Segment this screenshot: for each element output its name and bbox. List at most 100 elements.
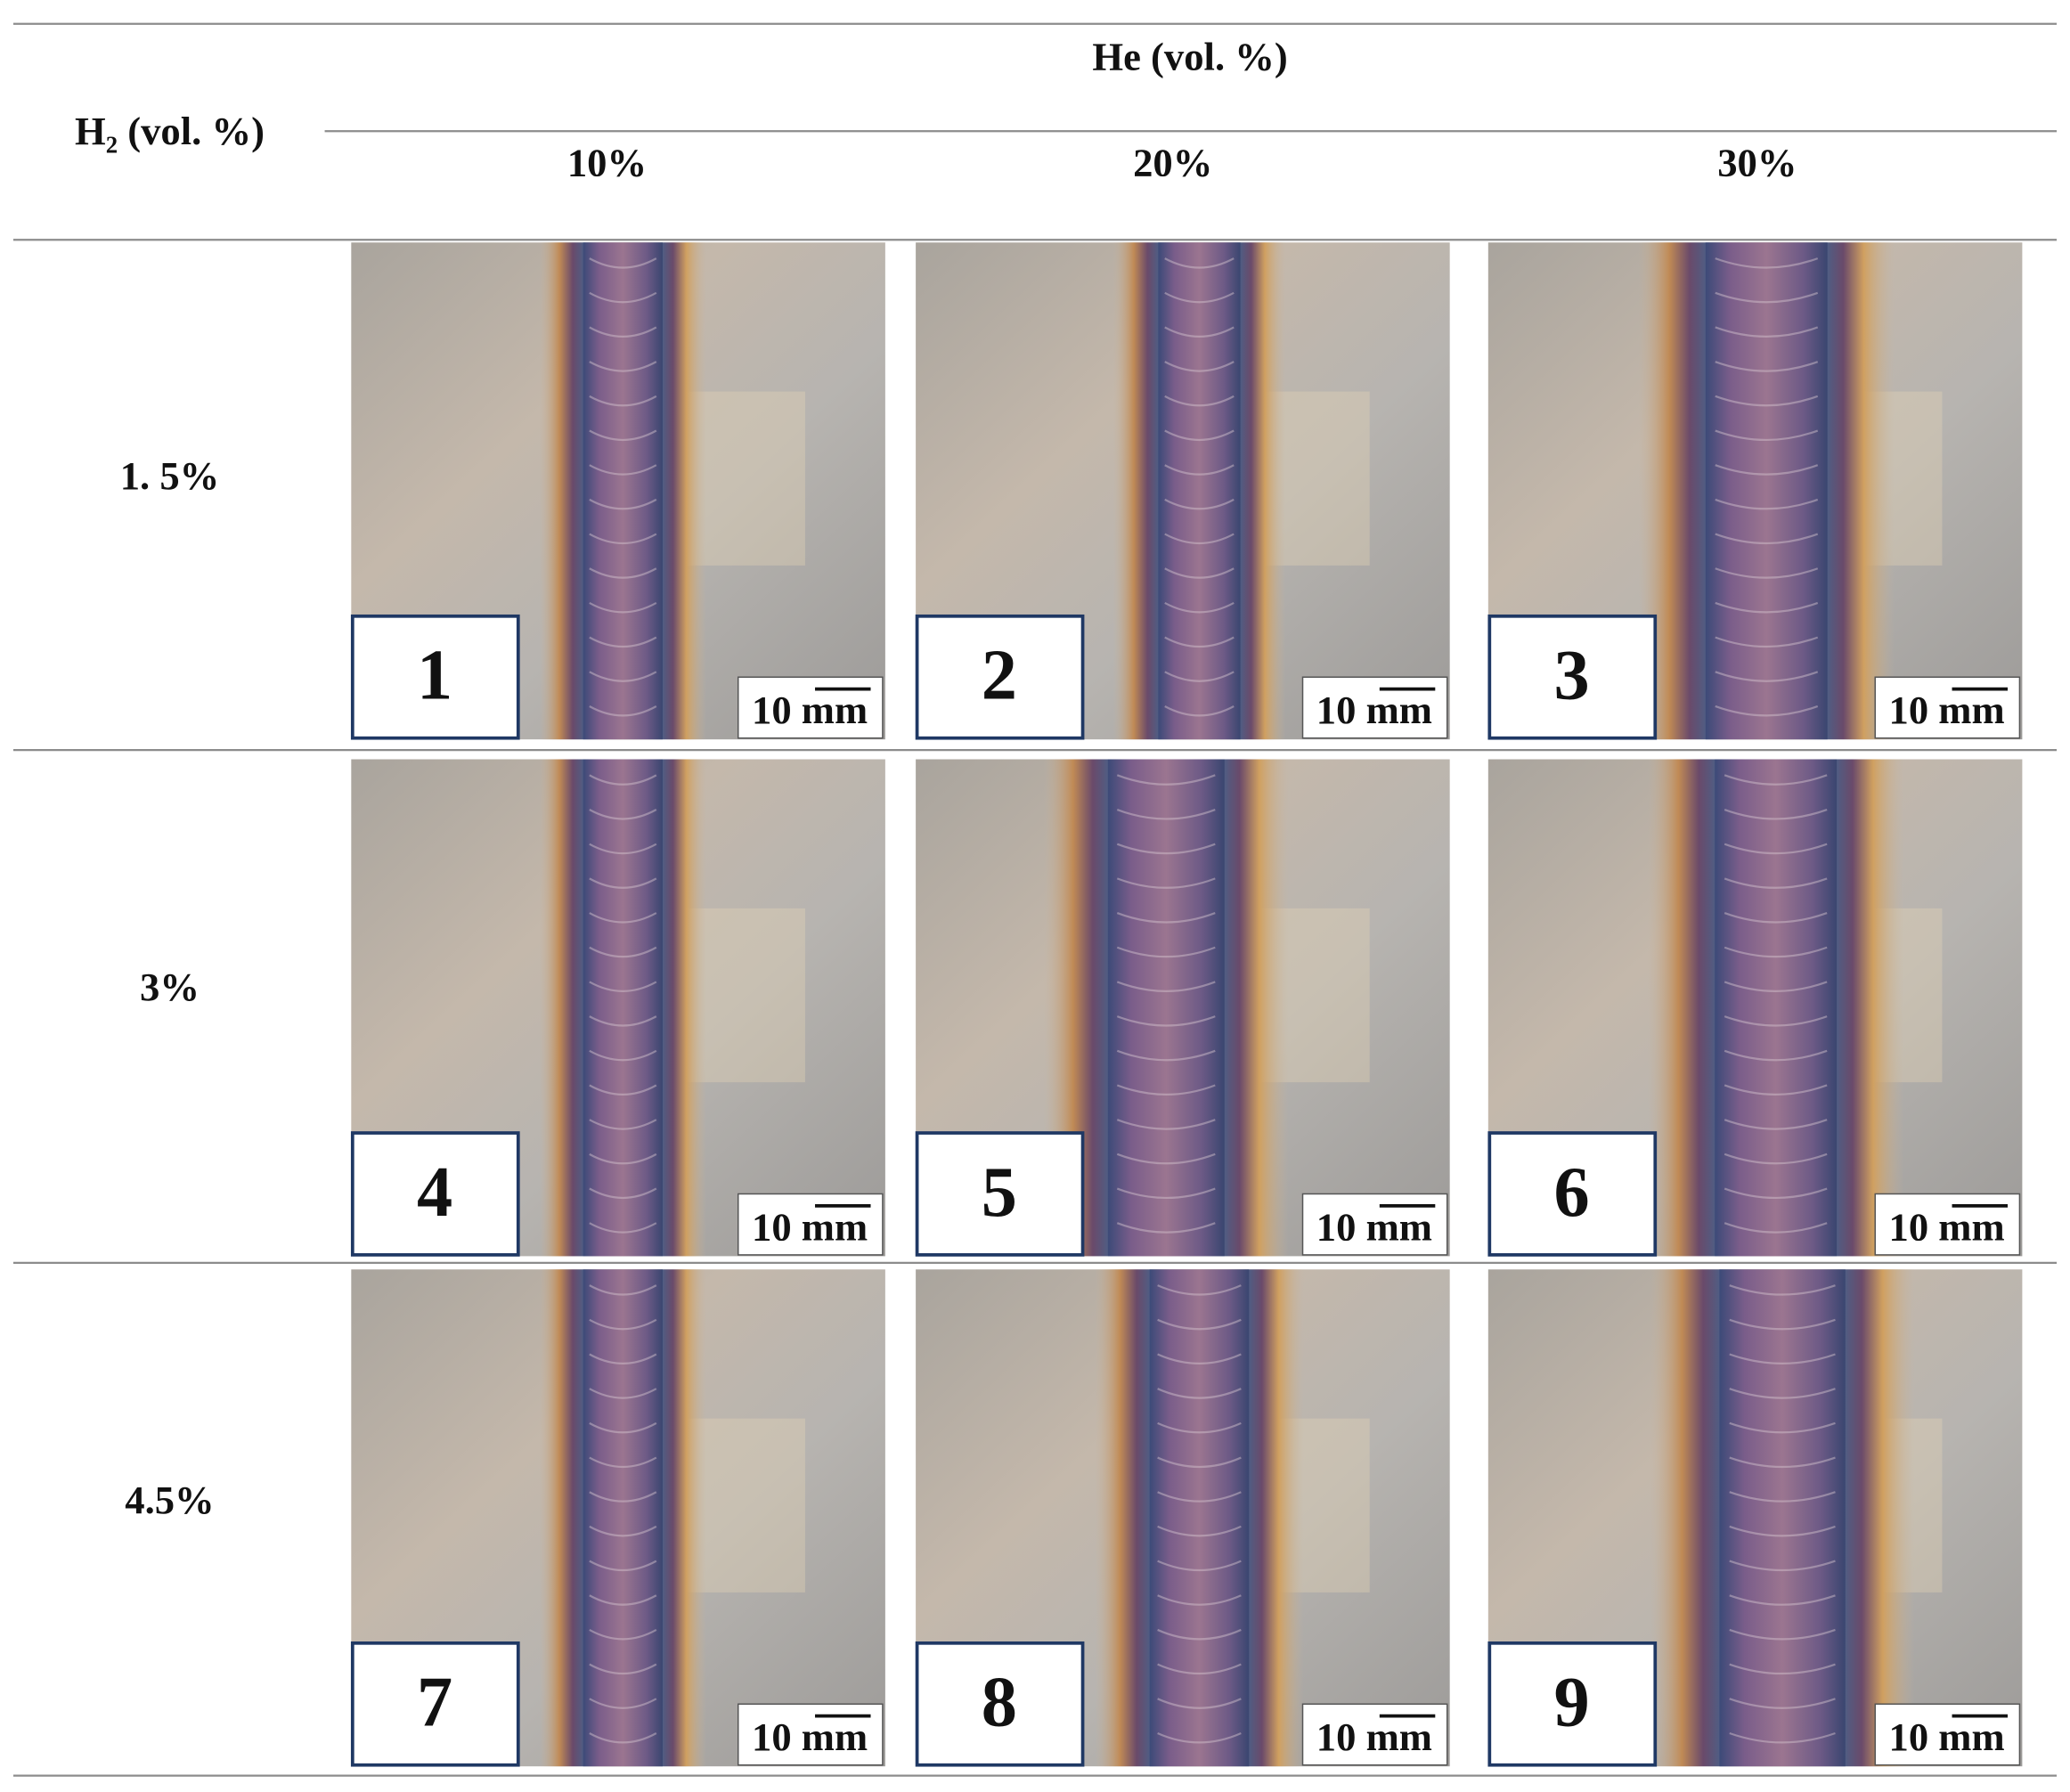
column-group-header: He (vol. %) bbox=[1092, 35, 1287, 79]
bead-ripple bbox=[1164, 395, 1235, 407]
bead-ripple bbox=[1715, 567, 1819, 579]
bead-ripple bbox=[589, 1698, 657, 1709]
scale-label: 10 mm bbox=[1316, 1715, 1432, 1759]
bead-ripple bbox=[1724, 1119, 1828, 1130]
bead-ripple bbox=[1116, 981, 1216, 992]
bead-ripple bbox=[1157, 1698, 1242, 1709]
bead-ripple bbox=[589, 1663, 657, 1675]
bead-ripple bbox=[1715, 498, 1819, 510]
bead-ripple bbox=[1157, 1663, 1242, 1675]
bead-ripple bbox=[1724, 1222, 1828, 1234]
weld-photo: 9 10 mm bbox=[1487, 1269, 2023, 1767]
scale-box bbox=[1874, 676, 2021, 739]
bead-ripple bbox=[589, 843, 657, 855]
weld-bead bbox=[1705, 242, 1828, 740]
bead-ripple bbox=[1724, 774, 1828, 786]
scale-label: 10 mm bbox=[1889, 1204, 2005, 1249]
bead-ripple bbox=[589, 1119, 657, 1130]
bead-ripple bbox=[589, 705, 657, 717]
bead-ripple bbox=[589, 326, 657, 338]
bead-ripple bbox=[1729, 1421, 1836, 1434]
bead-ripple bbox=[1164, 533, 1235, 545]
weld-photo: 7 10 mm bbox=[350, 1269, 885, 1767]
number-box bbox=[915, 1641, 1085, 1767]
bead-ripple bbox=[1164, 671, 1235, 682]
bead-ripple bbox=[1729, 1560, 1836, 1572]
weld-photo: 8 10 mm bbox=[915, 1269, 1450, 1767]
bead-ripple bbox=[1157, 1560, 1242, 1572]
bead-ripple bbox=[589, 877, 657, 889]
bead-ripple bbox=[589, 1421, 657, 1434]
scale-box bbox=[1301, 676, 1448, 739]
weld-photo: 5 10 mm bbox=[915, 759, 1450, 1257]
bead-ripple bbox=[589, 1049, 657, 1062]
row-header: H₂ (vol. %) bbox=[75, 109, 265, 153]
bead-ripple bbox=[589, 1284, 657, 1296]
bead-ripple bbox=[589, 981, 657, 992]
bead-ripple bbox=[589, 567, 657, 579]
sample-number: 4 bbox=[417, 1153, 452, 1232]
bead-ripple bbox=[589, 671, 657, 682]
bead-ripple bbox=[1715, 291, 1819, 304]
bead-ripple bbox=[1157, 1318, 1242, 1331]
bead-ripple bbox=[589, 1318, 657, 1331]
bead-ripple bbox=[589, 429, 657, 442]
weld-photo: 3 10 mm bbox=[1487, 242, 2023, 740]
weld-bead bbox=[1715, 759, 1838, 1257]
bead-ripple bbox=[1724, 946, 1828, 958]
number-box bbox=[1487, 614, 1658, 740]
number-box bbox=[1487, 1641, 1658, 1767]
bead-ripple bbox=[1715, 636, 1819, 648]
bead-ripple bbox=[1116, 1119, 1216, 1130]
bead-ripple bbox=[1164, 567, 1235, 579]
sample-number: 3 bbox=[1553, 636, 1589, 715]
bead-ripple bbox=[1724, 808, 1828, 820]
bead-ripple bbox=[1729, 1284, 1836, 1296]
bead-ripple bbox=[589, 533, 657, 545]
bead-ripple bbox=[589, 1187, 657, 1200]
scale-label: 10 mm bbox=[1889, 688, 2005, 732]
bead-ripple bbox=[1715, 326, 1819, 338]
bead-ripple bbox=[1715, 671, 1819, 682]
scale-label: 10 mm bbox=[752, 1204, 868, 1249]
bead-ripple bbox=[1116, 946, 1216, 958]
bead-ripple bbox=[589, 1491, 657, 1503]
scale-box bbox=[1301, 1193, 1448, 1256]
scale-box bbox=[737, 1703, 884, 1766]
bead-ripple bbox=[1157, 1491, 1242, 1503]
bead-ripple bbox=[1164, 257, 1235, 269]
bead-ripple bbox=[589, 809, 657, 820]
bead-ripple bbox=[1164, 601, 1235, 614]
bead-ripple bbox=[1157, 1456, 1242, 1469]
bead-ripple bbox=[589, 1388, 657, 1399]
sample-number: 9 bbox=[1553, 1663, 1589, 1742]
bead-ripple bbox=[1724, 981, 1828, 992]
sample-number: 7 bbox=[417, 1663, 452, 1742]
bead-ripple bbox=[1116, 774, 1216, 786]
bead-ripple bbox=[1729, 1663, 1836, 1675]
bead-ripple bbox=[1729, 1491, 1836, 1503]
bead-ripple bbox=[589, 1153, 657, 1165]
bead-ripple bbox=[1724, 1187, 1828, 1199]
scale-label: 10 mm bbox=[752, 688, 868, 732]
bead-ripple bbox=[1715, 533, 1819, 545]
bead-ripple bbox=[1157, 1421, 1242, 1434]
scale-box bbox=[1874, 1193, 2021, 1256]
bead-ripple bbox=[1116, 1015, 1216, 1027]
bead-ripple bbox=[589, 1628, 657, 1641]
bead-ripple bbox=[1729, 1353, 1836, 1365]
bead-ripple bbox=[1164, 705, 1235, 717]
bead-ripple bbox=[1729, 1594, 1836, 1606]
row-label: 3% bbox=[140, 965, 200, 1009]
scale-label: 10 mm bbox=[1889, 1715, 2005, 1759]
number-box bbox=[915, 1131, 1085, 1257]
weld-bead bbox=[1107, 759, 1225, 1257]
bead-ripple bbox=[1724, 912, 1828, 924]
bead-ripple bbox=[1724, 1049, 1828, 1062]
bead-ripple bbox=[1157, 1731, 1242, 1744]
bead-ripple bbox=[589, 257, 657, 269]
bead-ripple bbox=[589, 1732, 657, 1744]
column-header: 30% bbox=[1717, 141, 1797, 185]
weld-photo: 6 10 mm bbox=[1487, 759, 2023, 1257]
